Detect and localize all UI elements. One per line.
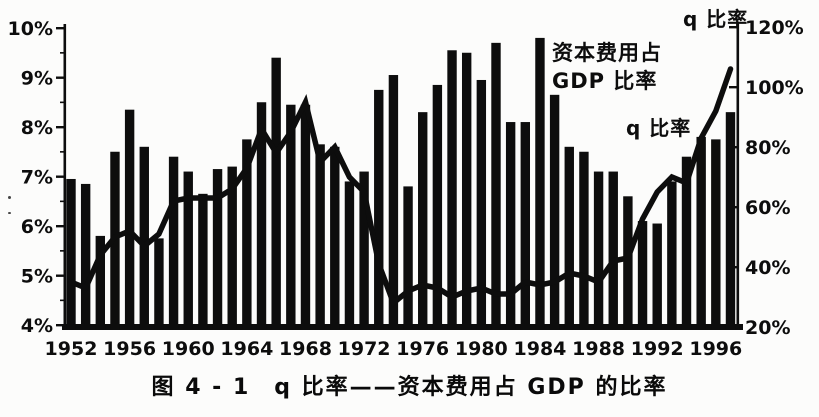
bar-1997 — [725, 112, 736, 330]
bar-1960 — [183, 171, 193, 329]
bar-1972 — [359, 171, 369, 329]
bar-1983 — [520, 122, 531, 329]
bar-1952 — [66, 178, 76, 329]
bar-1984 — [535, 37, 545, 330]
bar-1970 — [330, 146, 340, 329]
bar-1991 — [637, 221, 648, 329]
bar-1973 — [374, 89, 384, 329]
bar-1957 — [139, 146, 149, 329]
left-axis-minor-tick — [60, 299, 65, 302]
left-axis-minor-tick — [60, 200, 65, 203]
bar-1982 — [505, 122, 516, 329]
left-axis-tick — [56, 126, 65, 129]
annotation-q-ratio-line-label: q 比率 — [626, 116, 692, 140]
bar-1966 — [271, 57, 281, 329]
x-axis-year-label: 1984 — [514, 338, 567, 360]
bar-1987 — [579, 151, 589, 329]
x-axis-year-label: 1976 — [396, 338, 449, 360]
left-axis-minor-tick — [60, 52, 65, 54]
x-axis-year-label: 1972 — [338, 338, 391, 360]
bar-1956 — [124, 109, 135, 329]
left-axis-tick — [56, 324, 65, 327]
bar-1963 — [227, 166, 237, 329]
bar-1959 — [168, 156, 179, 329]
bar-1978 — [447, 50, 457, 330]
bar-1977 — [432, 84, 443, 329]
left-axis-tick-label: 4% — [21, 315, 53, 337]
bar-1990 — [623, 196, 633, 329]
bar-1971 — [344, 181, 355, 329]
left-axis-tick — [56, 27, 65, 30]
bar-1986 — [564, 146, 574, 329]
bar-1962 — [212, 169, 223, 329]
left-axis-tick-label: 5% — [21, 266, 53, 288]
left-axis-tick — [56, 76, 65, 79]
bar-1995 — [696, 136, 706, 329]
x-axis-baseline — [62, 324, 743, 330]
scan-speck — [8, 196, 11, 199]
bar-1994 — [681, 156, 692, 329]
x-axis-year-label: 1964 — [220, 338, 273, 360]
bar-1965 — [256, 102, 267, 329]
bar-1954 — [95, 235, 106, 329]
right-axis-tick-label: 120% — [745, 17, 804, 39]
x-axis-year-label: 1996 — [689, 338, 742, 360]
x-axis-year-label: 1960 — [162, 338, 215, 360]
bar-1964 — [242, 139, 252, 329]
bar-1993 — [667, 181, 677, 329]
bar-1979 — [461, 52, 472, 329]
right-axis-tick-label: 60% — [745, 197, 790, 219]
left-axis-minor-tick — [60, 151, 65, 153]
bar-1953 — [80, 183, 91, 329]
left-axis-tick-label: 8% — [21, 117, 53, 139]
x-axis-year-label: 1980 — [455, 338, 508, 360]
x-axis-year-label: 1956 — [103, 338, 156, 360]
x-axis-year-label: 1952 — [45, 338, 98, 360]
right-axis-tick — [729, 26, 738, 29]
bar-1980 — [476, 79, 487, 329]
bar-1989 — [608, 171, 618, 329]
right-axis-tick-label: 100% — [745, 77, 804, 99]
bar-1988 — [593, 171, 604, 329]
right-axis-tick — [729, 86, 738, 89]
x-axis-year-label: 1988 — [572, 338, 625, 360]
x-axis-year-label: 1968 — [279, 338, 332, 360]
figure-caption: 图 4 - 1 q 比率——资本费用占 GDP 的比率 — [151, 375, 668, 400]
bar-1961 — [198, 193, 208, 329]
bar-1992 — [652, 223, 662, 329]
left-axis-tick — [56, 175, 65, 178]
bar-1967 — [286, 104, 296, 329]
left-axis-tick — [56, 225, 65, 228]
left-axis-minor-tick — [60, 101, 65, 104]
bar-1958 — [154, 238, 164, 329]
left-axis-tick-label: 6% — [21, 216, 53, 238]
right-axis-tick-label: 40% — [745, 257, 790, 279]
bar-1976 — [418, 112, 428, 330]
left-axis-tick-label: 10% — [8, 18, 53, 40]
bar-1974 — [388, 75, 399, 330]
left-axis-tick-label: 7% — [21, 167, 53, 189]
bar-1968 — [300, 104, 311, 329]
scan-speck — [8, 212, 11, 214]
q-ratio-line — [68, 66, 734, 308]
bar-1975 — [403, 186, 413, 329]
bar-1985 — [549, 94, 560, 329]
bar-1996 — [711, 139, 721, 329]
bar-1981 — [491, 42, 501, 329]
left-axis-tick-label: 9% — [21, 68, 53, 90]
right-axis-tick-label: 20% — [745, 317, 790, 339]
right-axis-title: q 比率 — [683, 7, 749, 31]
right-axis-line — [736, 22, 740, 329]
annotation-capital-expenditure-label: 资本费用占 GDP 比率 — [552, 41, 662, 93]
left-axis-minor-tick — [60, 250, 65, 252]
left-axis-tick — [56, 274, 65, 277]
x-axis-year-label: 1992 — [631, 338, 684, 360]
right-axis-tick-label: 80% — [745, 137, 790, 159]
bar-1969 — [315, 144, 325, 329]
